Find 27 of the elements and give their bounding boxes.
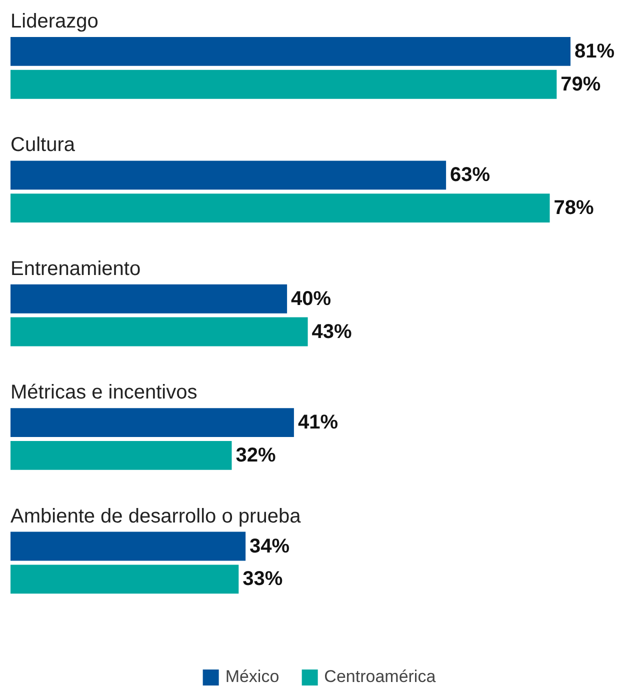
data-label: 34% [250, 535, 290, 558]
y-tick-label: Entrenamiento [10, 258, 141, 280]
data-label: 40% [291, 288, 332, 310]
bar [10, 36, 570, 66]
bar [10, 160, 446, 190]
bar [10, 408, 294, 438]
bar [10, 440, 232, 470]
legend-label: México [225, 667, 280, 687]
y-tick-label: Ambiente de desarrollo o prueba [10, 505, 302, 528]
bar [10, 317, 308, 346]
bar [10, 70, 557, 99]
y-tick-label: Cultura [10, 134, 76, 156]
bar [10, 532, 246, 561]
data-label: 63% [450, 164, 490, 186]
data-label: 43% [312, 320, 352, 343]
y-tick-label: Métricas e incentivos [10, 382, 198, 404]
y-tick-label: Liderazgo [10, 10, 98, 33]
data-label: 41% [298, 412, 338, 434]
data-label: 78% [554, 197, 594, 220]
legend-label: Centroamérica [324, 667, 436, 687]
data-label: 33% [242, 568, 283, 590]
data-label: 32% [236, 444, 276, 466]
data-label: 79% [560, 73, 601, 96]
bar [10, 194, 550, 223]
data-label: 81% [574, 40, 615, 62]
bar [10, 284, 288, 314]
bar [10, 564, 239, 594]
